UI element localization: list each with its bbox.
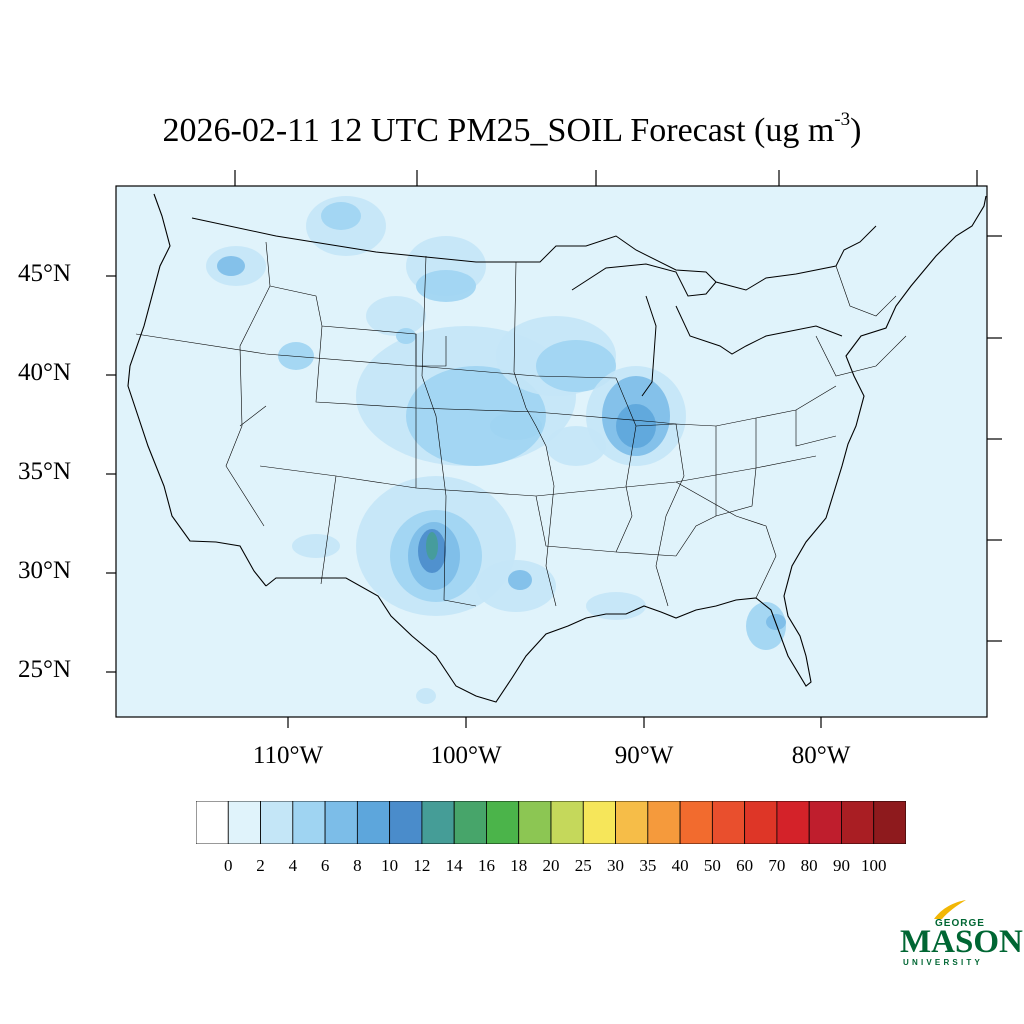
colorbar-swatch [841,801,875,844]
colorbar-swatch [582,801,616,844]
forecast-map [116,186,987,717]
colorbar-label: 18 [510,856,528,875]
concentration-patch [292,534,340,558]
george-mason-logo: GEORGE MASON UNIVERSITY [898,898,1023,968]
colorbar-label: 100 [860,856,887,875]
concentration-patch [508,570,532,590]
title-text: 2026-02-11 12 UTC PM25_SOIL Forecast (ug… [162,112,835,149]
colorbar-swatch [679,801,713,844]
concentration-patch [546,426,606,466]
colorbar-swatch [453,801,487,844]
title-superscript: -3 [834,108,851,130]
colorbar-swatch [196,801,229,844]
colorbar-swatch [486,801,520,844]
colorbar-swatch [873,801,906,844]
map-canvas [116,186,987,717]
colorbar-label: 35 [639,856,657,875]
colorbar-label: 6 [320,856,330,875]
logo-line-university: UNIVERSITY [903,958,984,967]
concentration-patch [396,328,416,344]
colorbar-swatch [518,801,552,844]
colorbar-label: 50 [703,856,721,875]
colorbar-label: 0 [224,856,233,875]
colorbar-swatch [711,801,746,844]
logo-line-george: GEORGE [935,918,985,929]
title-close: ) [850,112,862,149]
lat-label-30n: 30°N [18,557,72,584]
logo-line-mason: MASON [900,924,1023,960]
colorbar-swatch [389,801,423,844]
colorbar-label: 30 [607,856,625,875]
lon-label-80w: 80°W [791,742,851,769]
colorbar-label: 90 [832,856,850,875]
lat-label-45n: 45°N [18,260,72,287]
colorbar-label: 60 [736,856,754,875]
colorbar-swatch [808,801,842,844]
colorbar-label: 16 [477,856,495,875]
colorbar-label: 10 [381,856,399,875]
colorbar-swatch [227,801,261,844]
logo-swoosh-icon [934,900,966,919]
concentration-patch [366,296,426,336]
colorbar-swatch [744,801,778,844]
map-title: 2026-02-11 12 UTC PM25_SOIL Forecast (ug… [0,108,1024,150]
colorbar-label: 4 [288,856,298,875]
colorbar-label: 80 [800,856,818,875]
colorbar-swatch [615,801,649,844]
lat-label-40n: 40°N [18,359,72,386]
concentration-patch [416,688,436,704]
concentration-patch [426,532,438,560]
colorbar-swatch [324,801,358,844]
lat-label-35n: 35°N [18,458,72,485]
colorbar-label: 25 [574,856,592,875]
lon-label-100w: 100°W [430,742,502,769]
lon-label-90w: 90°W [614,742,674,769]
colorbar-label: 12 [413,856,431,875]
lon-label-110w: 110°W [252,742,324,769]
colorbar-swatch [260,801,294,844]
concentration-patch [278,342,314,370]
colorbar-swatch [776,801,810,844]
colorbar-swatch [356,801,391,844]
colorbar [196,801,906,844]
colorbar-label: 14 [445,856,463,875]
colorbar-label: 20 [542,856,560,875]
concentration-patch [321,202,361,230]
lat-label-25n: 25°N [18,656,72,683]
colorbar-swatch [647,801,681,844]
colorbar-label: 40 [671,856,689,875]
colorbar-label: 2 [256,856,265,875]
colorbar-label: 8 [353,856,362,875]
colorbar-swatch [292,801,326,844]
concentration-patch [217,256,245,276]
colorbar-label: 70 [768,856,786,875]
colorbar-swatch [550,801,584,844]
colorbar-swatch [421,801,455,844]
concentration-patch [490,412,542,440]
